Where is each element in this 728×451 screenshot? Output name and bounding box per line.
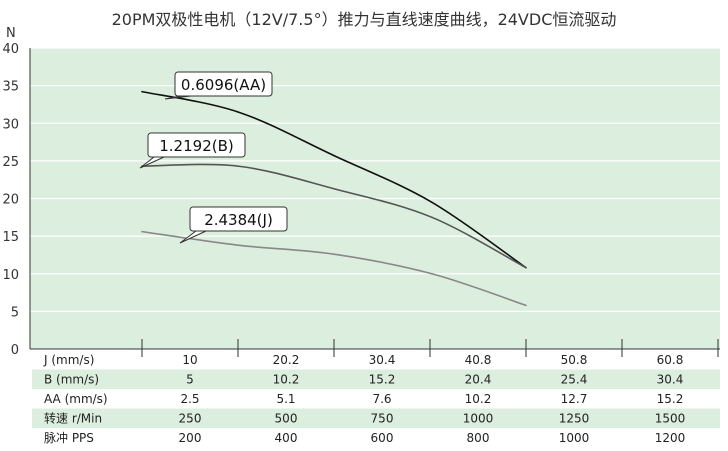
table-row-label: B (mm/s)	[44, 373, 99, 387]
table-cell: 750	[371, 412, 394, 426]
table-cell: 15.2	[369, 373, 396, 387]
callout-box	[147, 132, 246, 158]
table-cell: 30.4	[657, 373, 684, 387]
table-cell: 500	[275, 412, 298, 426]
data-point	[237, 165, 239, 167]
table-cell: 10.2	[273, 373, 300, 387]
table-cell: 30.4	[369, 353, 396, 367]
table-cell: 12.7	[561, 392, 588, 406]
y-tick-label: 25	[2, 155, 19, 170]
table-cell: 25.4	[561, 373, 588, 387]
table-cell: 10.2	[465, 392, 492, 406]
data-point	[333, 253, 335, 255]
data-point	[333, 154, 335, 157]
y-axis-label: N	[6, 26, 16, 41]
axis-layer: 0 5 10 15 20 25 30 35 40N	[2, 26, 720, 358]
table-cell: 800	[467, 431, 490, 445]
data-point	[237, 244, 239, 246]
callout-pointer	[179, 230, 207, 244]
data-point	[333, 187, 335, 190]
y-tick-label: 0	[11, 343, 19, 358]
table-cell: 50.8	[561, 353, 588, 367]
callout-pointer	[139, 156, 165, 169]
table-row-label: AA (mm/s)	[44, 392, 108, 406]
y-tick-label: 10	[2, 268, 19, 283]
chart-title: 20PM双极性电机（12V/7.5°）推力与直线速度曲线，24VDC恒流驱动	[111, 10, 617, 29]
y-tick-label: 20	[2, 193, 19, 208]
table-cell: 15.2	[657, 392, 684, 406]
y-tick-label: 5	[11, 305, 19, 320]
data-point	[431, 216, 433, 219]
table-row-shade	[32, 369, 720, 389]
table-cell: 250	[179, 412, 202, 426]
y-tick-label: 35	[2, 80, 19, 95]
table-row-label: 转速 r/Min	[44, 411, 102, 426]
table-cell: 1200	[655, 431, 686, 445]
table-row-label: J (mm/s)	[43, 353, 94, 367]
series-legend-label: 2.4384(J)	[204, 211, 273, 229]
grid-layer	[30, 47, 720, 312]
data-point	[525, 304, 527, 307]
y-tick-label: 30	[2, 117, 19, 132]
series-layer	[141, 90, 527, 307]
table-cell: 600	[371, 431, 394, 445]
y-tick-label: 15	[2, 230, 19, 245]
data-point	[237, 111, 239, 113]
table-cell: 200	[179, 431, 202, 445]
table-cell: 1000	[559, 431, 590, 445]
table-row-shade	[32, 408, 720, 428]
table-cell: 10	[182, 353, 197, 367]
table-cell: 1000	[463, 412, 494, 426]
table-cell: 2.5	[180, 392, 199, 406]
table-cell: 60.8	[657, 353, 684, 367]
data-point	[525, 266, 527, 269]
data-table: J (mm/s) 10 20.2 30.4 40.8 50.8 60.8 B (mm/s) 5 1…	[32, 353, 720, 445]
callout-box	[174, 71, 273, 97]
data-point	[431, 272, 433, 275]
table-cell: 20.2	[273, 353, 300, 367]
table-cell: 5.1	[276, 392, 295, 406]
table-cell: 1250	[559, 412, 590, 426]
table-cell: 20.4	[465, 373, 492, 387]
series-legend-label: 1.2192(B)	[159, 137, 233, 155]
data-point	[431, 201, 433, 204]
y-tick-label: 40	[2, 42, 19, 57]
table-cell: 400	[275, 431, 298, 445]
table-cell: 40.8	[465, 353, 492, 367]
table-cell: 5	[186, 373, 194, 387]
callout-layer: 0.6096(AA) 1.2192(B) 2.4384(J)	[139, 71, 288, 244]
data-point	[141, 230, 143, 233]
table-cell: 1500	[655, 412, 686, 426]
table-row-label: 脉冲 PPS	[44, 430, 94, 445]
series-legend-label: 0.6096(AA)	[181, 76, 266, 94]
callout-box	[189, 206, 288, 232]
callout-pointer	[164, 95, 192, 100]
table-cell: 7.6	[372, 392, 391, 406]
data-point	[141, 90, 143, 93]
